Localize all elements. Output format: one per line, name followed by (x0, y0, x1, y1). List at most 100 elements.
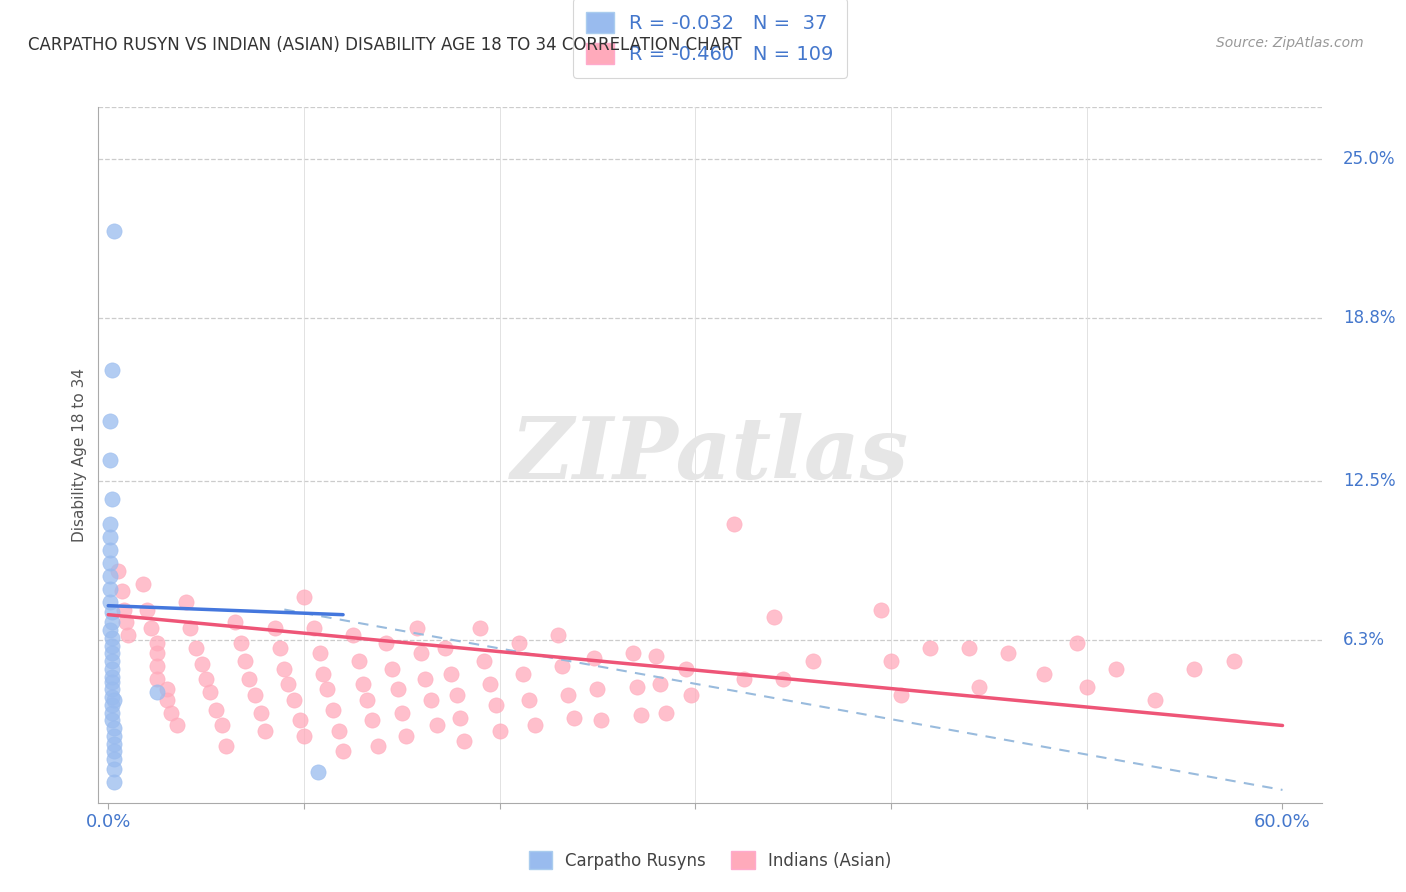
Point (316, 682, 339, 697)
Point (547, 628, 569, 642)
Point (446, 688, 468, 702)
Point (675, 662, 697, 676)
Legend: Carpatho Rusyns, Indians (Asian): Carpatho Rusyns, Indians (Asian) (520, 843, 900, 878)
Point (292, 590, 315, 604)
Point (98, 556, 121, 570)
Point (205, 703, 228, 717)
Point (440, 667, 463, 681)
Point (655, 706, 678, 720)
Point (920, 641, 942, 656)
Point (156, 682, 179, 697)
Point (98, 569, 121, 583)
Point (801, 654, 824, 668)
Point (136, 602, 159, 616)
Text: 18.8%: 18.8% (1343, 310, 1395, 327)
Point (433, 641, 456, 656)
Point (101, 639, 124, 653)
Point (111, 584, 134, 599)
Point (101, 682, 124, 697)
Point (103, 775, 125, 789)
Point (1144, 692, 1167, 706)
Point (352, 677, 374, 691)
Point (411, 646, 433, 660)
Point (361, 714, 384, 728)
Point (233, 654, 256, 668)
Point (586, 682, 609, 697)
Point (307, 764, 329, 779)
Point (420, 692, 443, 706)
Point (198, 685, 221, 699)
Point (1184, 662, 1206, 676)
Point (101, 615, 124, 630)
Point (1076, 680, 1098, 694)
Point (101, 491, 124, 506)
Point (98, 623, 121, 637)
Point (101, 631, 124, 645)
Point (132, 576, 155, 591)
Point (146, 685, 169, 699)
Point (101, 714, 124, 728)
Point (395, 729, 418, 743)
Point (1066, 636, 1088, 650)
Point (103, 762, 125, 776)
Point (1032, 667, 1054, 681)
Point (98, 582, 121, 596)
Point (485, 698, 508, 712)
Point (328, 723, 350, 738)
Point (166, 718, 188, 732)
Point (508, 636, 530, 650)
Point (283, 692, 305, 706)
Y-axis label: Disability Age 18 to 34: Disability Age 18 to 34 (72, 368, 87, 542)
Point (288, 714, 311, 728)
Point (381, 662, 404, 676)
Point (160, 706, 183, 720)
Point (957, 641, 980, 656)
Point (450, 711, 472, 725)
Point (650, 677, 672, 691)
Point (195, 672, 218, 686)
Point (238, 672, 260, 686)
Point (870, 602, 893, 616)
Point (253, 723, 276, 738)
Point (101, 605, 124, 619)
Point (214, 739, 236, 753)
Point (312, 667, 335, 681)
Point (269, 641, 291, 656)
Text: 25.0%: 25.0% (1343, 150, 1395, 168)
Point (621, 646, 644, 660)
Point (141, 621, 163, 635)
Point (1222, 654, 1244, 668)
Point (426, 718, 449, 732)
Point (626, 680, 648, 694)
Point (967, 680, 990, 694)
Point (562, 711, 585, 725)
Point (176, 595, 198, 609)
Point (263, 621, 285, 635)
Point (387, 682, 409, 697)
Text: ZIPatlas: ZIPatlas (510, 413, 910, 497)
Point (101, 654, 124, 668)
Point (391, 706, 413, 720)
Point (103, 224, 125, 238)
Point (523, 718, 546, 732)
Point (98, 543, 121, 558)
Point (406, 621, 429, 635)
Point (322, 703, 344, 717)
Point (211, 718, 233, 732)
Point (103, 744, 125, 758)
Point (356, 692, 378, 706)
Point (478, 677, 501, 691)
Point (101, 674, 124, 689)
Point (347, 654, 370, 668)
Point (582, 651, 605, 665)
Point (101, 646, 124, 660)
Point (186, 641, 208, 656)
Point (367, 739, 389, 753)
Point (103, 721, 125, 735)
Point (98, 453, 121, 467)
Point (101, 698, 124, 712)
Point (146, 646, 169, 660)
Point (723, 517, 745, 532)
Point (250, 706, 273, 720)
Point (375, 636, 398, 650)
